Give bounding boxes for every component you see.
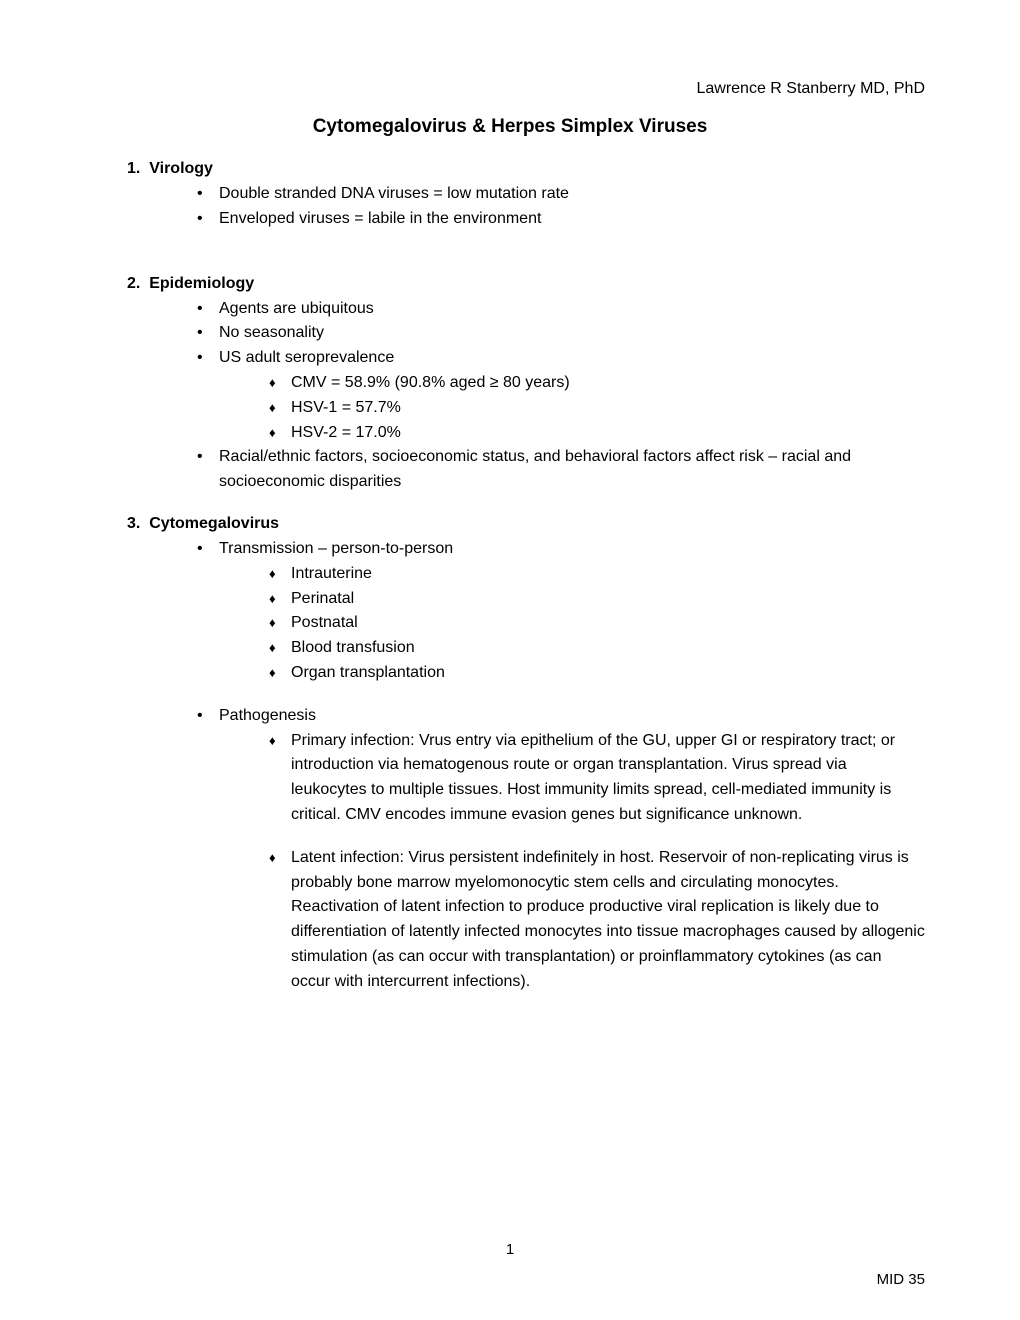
- list-item: Transmission – person-to-person Intraute…: [197, 537, 925, 686]
- list-item: Perinatal: [269, 587, 925, 612]
- list-item: Pathogenesis Primary infection: Vrus ent…: [197, 704, 925, 995]
- seroprevalence-list: CMV = 58.9% (90.8% aged ≥ 80 years) HSV-…: [269, 371, 925, 445]
- section-1-number: 1.: [127, 160, 140, 177]
- section-3-text: Cytomegalovirus: [149, 515, 279, 532]
- section-1-bullets: Double stranded DNA viruses = low mutati…: [197, 182, 925, 232]
- section-3-number: 3.: [127, 515, 140, 532]
- list-item-text: Pathogenesis: [219, 707, 316, 724]
- list-item: Double stranded DNA viruses = low mutati…: [197, 182, 925, 207]
- list-item-text: Transmission – person-to-person: [219, 540, 453, 557]
- footer-id: MID 35: [877, 1271, 925, 1288]
- list-item: No seasonality: [197, 321, 925, 346]
- section-3-heading: 3. Cytomegalovirus: [127, 515, 925, 533]
- list-item: Blood transfusion: [269, 636, 925, 661]
- list-item: CMV = 58.9% (90.8% aged ≥ 80 years): [269, 371, 925, 396]
- list-item: US adult seroprevalence CMV = 58.9% (90.…: [197, 346, 925, 445]
- list-item: Enveloped viruses = labile in the enviro…: [197, 207, 925, 232]
- section-1-heading: 1. Virology: [127, 160, 925, 178]
- section-2-heading: 2. Epidemiology: [127, 275, 925, 293]
- transmission-list: Intrauterine Perinatal Postnatal Blood t…: [269, 562, 925, 686]
- pathogenesis-list: Primary infection: Vrus entry via epithe…: [269, 729, 925, 828]
- list-item: Racial/ethnic factors, socioeconomic sta…: [197, 445, 925, 495]
- section-2-number: 2.: [127, 275, 140, 292]
- list-item: Organ transplantation: [269, 661, 925, 686]
- section-3-bullets: Transmission – person-to-person Intraute…: [197, 537, 925, 686]
- list-item: Primary infection: Vrus entry via epithe…: [269, 729, 925, 828]
- list-item: Latent infection: Virus persistent indef…: [269, 846, 925, 995]
- list-item: Agents are ubiquitous: [197, 297, 925, 322]
- list-item: Intrauterine: [269, 562, 925, 587]
- list-item: Postnatal: [269, 611, 925, 636]
- section-2-bullets: Agents are ubiquitous No seasonality US …: [197, 297, 925, 495]
- section-3-pathogenesis: Pathogenesis Primary infection: Vrus ent…: [197, 704, 925, 995]
- list-item-text: US adult seroprevalence: [219, 349, 394, 366]
- page-title: Cytomegalovirus & Herpes Simplex Viruses: [95, 116, 925, 138]
- page-number: 1: [0, 1241, 1020, 1258]
- section-2-text: Epidemiology: [149, 275, 254, 292]
- list-item: HSV-1 = 57.7%: [269, 396, 925, 421]
- author-line: Lawrence R Stanberry MD, PhD: [95, 80, 925, 98]
- list-item: HSV-2 = 17.0%: [269, 421, 925, 446]
- pathogenesis-list-2: Latent infection: Virus persistent indef…: [269, 846, 925, 995]
- section-1-text: Virology: [149, 160, 213, 177]
